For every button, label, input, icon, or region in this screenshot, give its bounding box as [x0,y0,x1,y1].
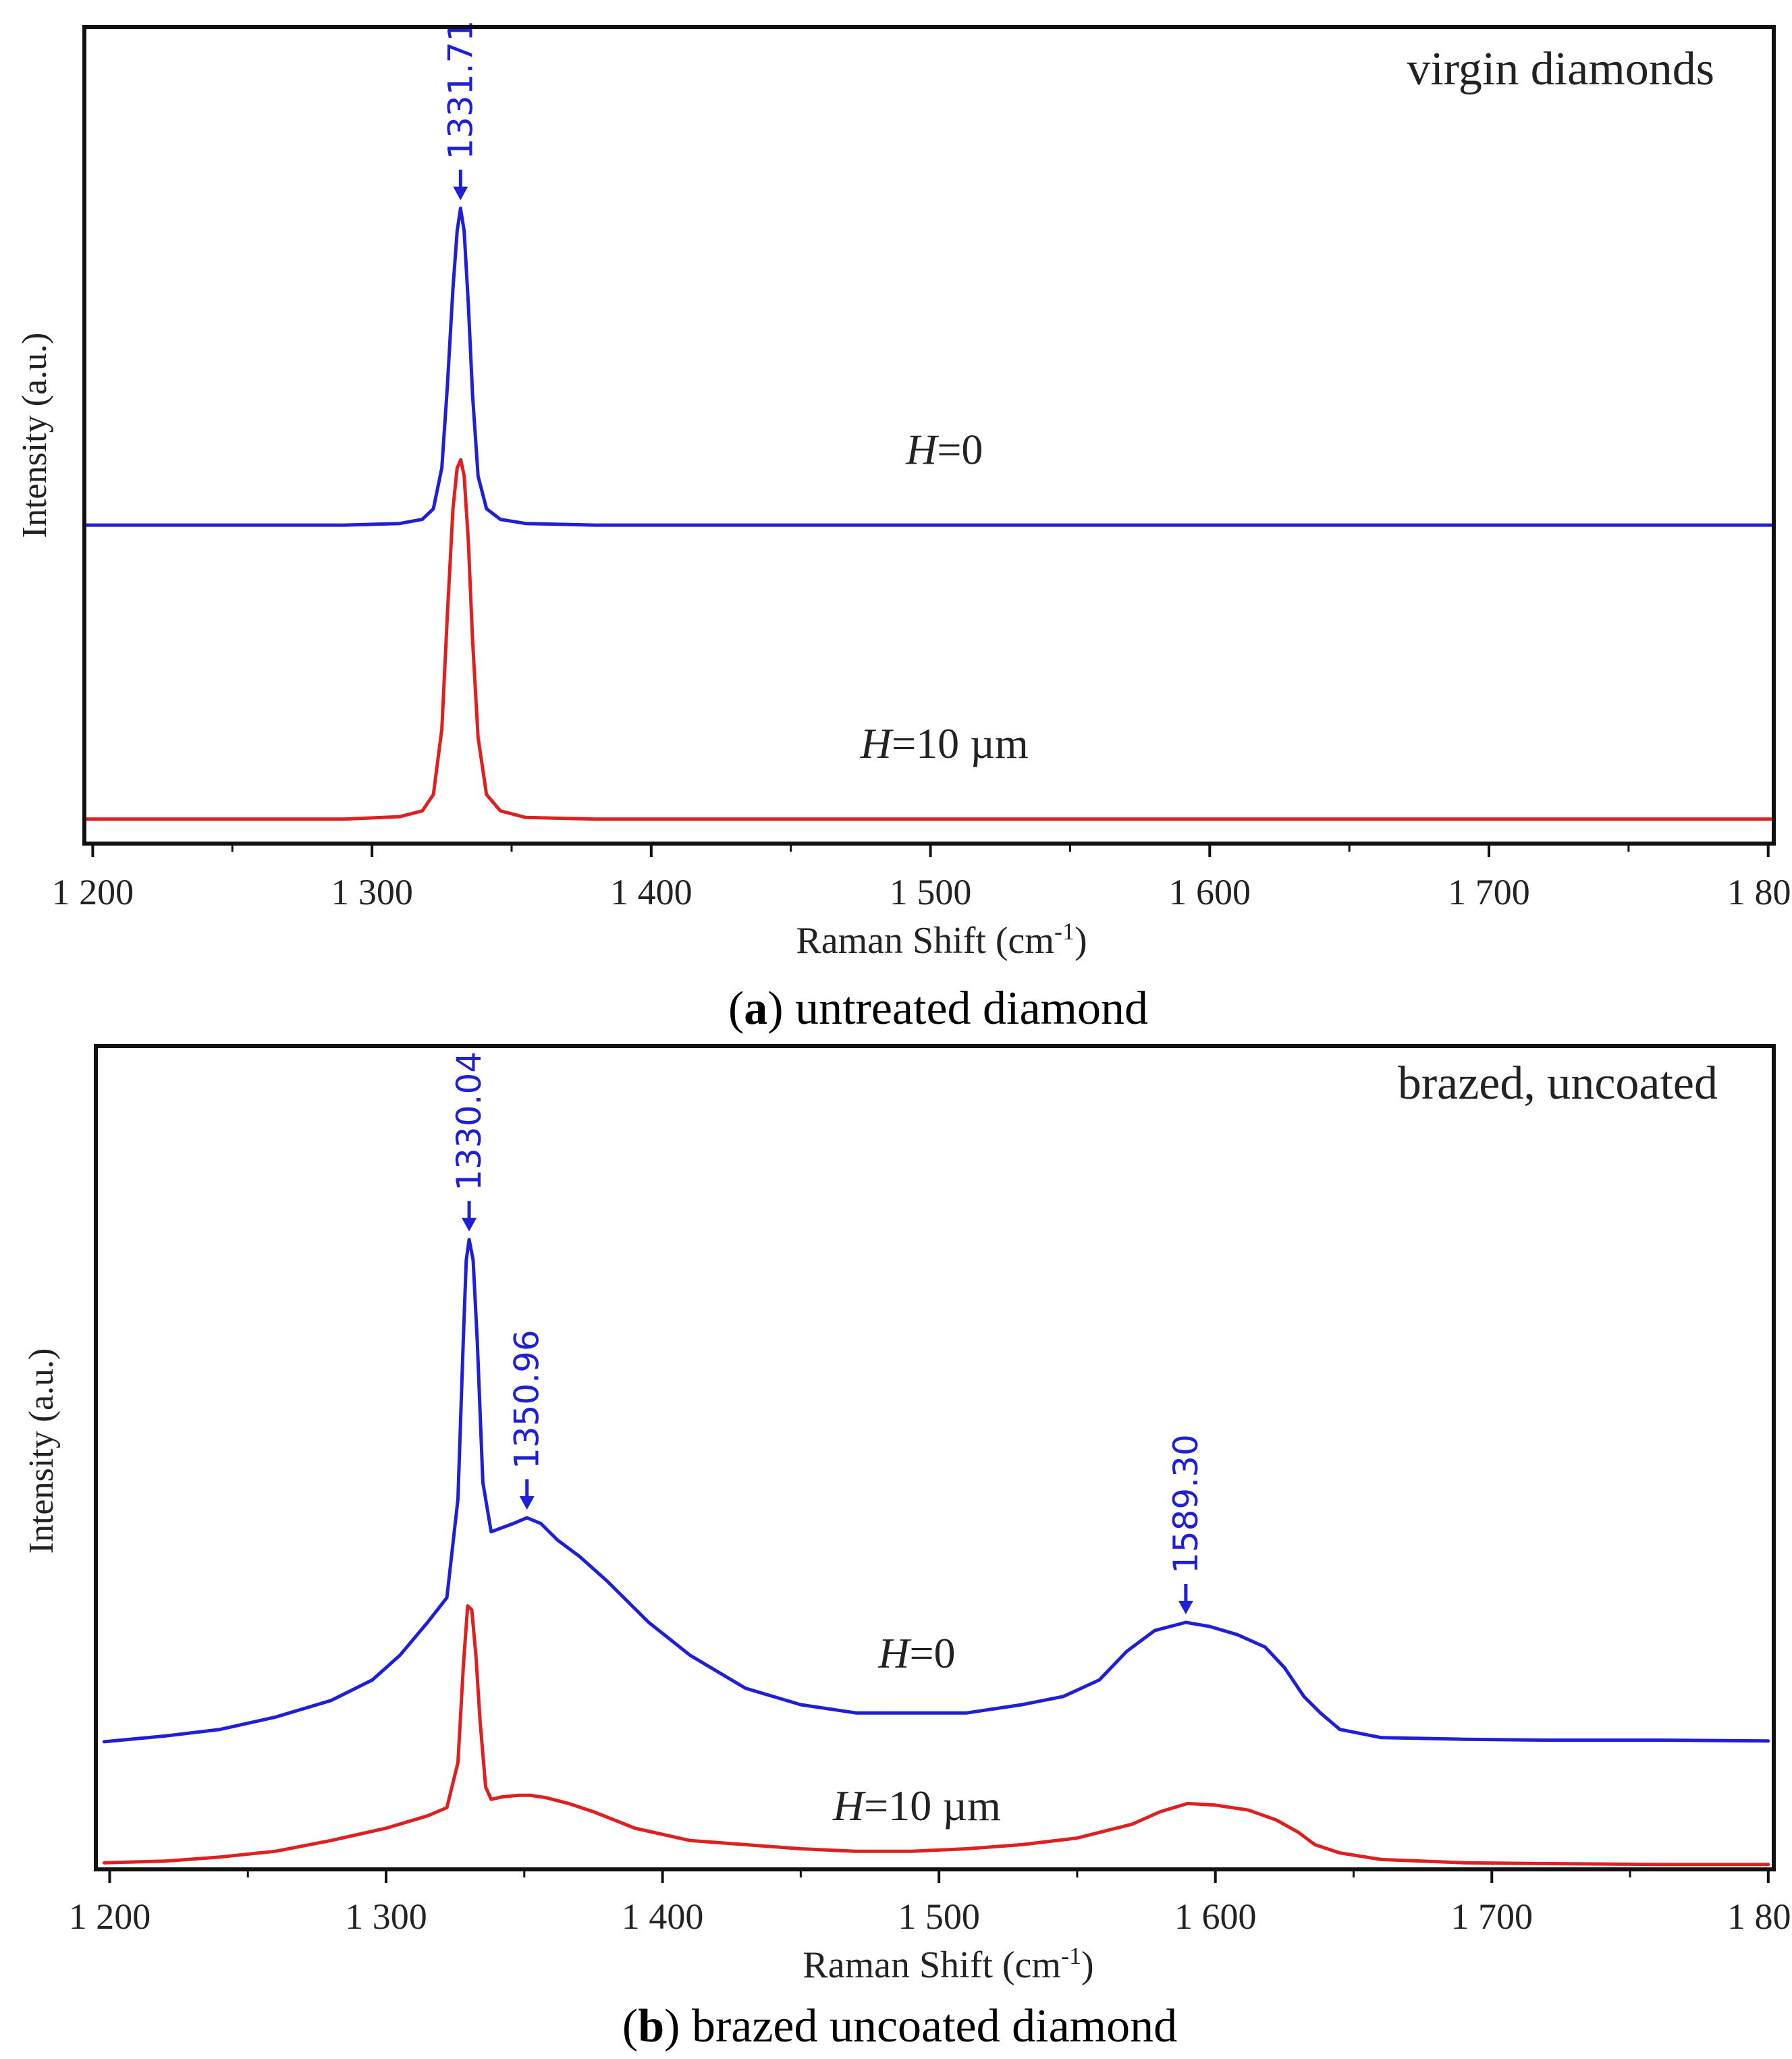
series-label-rest-h0-a: =0 [937,425,983,473]
caption-b: (b) brazed uncoated diamond [622,2000,1177,2052]
series-label-rest-h10-a: =10 µm [892,719,1029,767]
xlabel-a: Raman Shift (cm-1) [796,918,1087,962]
series-label-rest-h0-b: =0 [909,1629,955,1677]
peak-arrow-head-a-0 [453,186,468,200]
x-axis-a: 1 200 1 300 1 400 1 500 1 600 1 700 1 800 [52,844,1792,912]
peak-label-b-1: 1350.96 [508,1329,547,1469]
x-tick-label-a-1: 1 300 [331,872,413,912]
series-label-h0-b: H=0 [877,1629,955,1677]
peak-label-a-0: 1331.71 [441,20,480,160]
series-label-h0-a: H=0 [905,425,983,473]
plot-frame-a [82,25,1776,846]
x-tick-label-b-6: 1 800 [1727,1896,1792,1937]
xlabel-b: Raman Shift (cm-1) [803,1942,1093,1986]
plot-frame-b [94,1044,1776,1871]
x-tick-label-a-5: 1 700 [1448,872,1530,912]
peak-arrow-head-b-1 [519,1496,535,1510]
series-label-italic-h0-b: H [877,1629,912,1677]
x-tick-label-b-1: 1 300 [345,1896,427,1937]
peak-label-b-0: 1330.04 [450,1051,489,1191]
x-axis-b: 1 200 1 300 1 400 1 500 1 600 1 700 1 800 [69,1869,1792,1937]
series-label-h10-a: H=10 µm [860,719,1029,767]
peak-label-b-2: 1589.30 [1166,1434,1205,1574]
series-line-h10-a [82,458,1776,821]
series-label-rest-h10-b: =10 µm [864,1782,1001,1830]
series-line-h0-a [82,207,1776,527]
x-tick-label-a-3: 1 500 [890,872,972,912]
chart-title-a: virgin diamonds [1407,43,1714,95]
panel-b: Intensity (a.u.) H=0H=10 µm1330.041350.9… [22,1044,1792,2052]
peak-arrow-head-b-0 [462,1217,477,1232]
caption-a: (a) untreated diamond [728,983,1148,1035]
ylabel-b: Intensity (a.u.) [22,1348,61,1554]
x-tick-label-a-0: 1 200 [52,872,134,912]
series-label-italic-h10-a: H [860,719,894,767]
series-label-italic-h10-b: H [832,1782,867,1830]
series-label-h10-b: H=10 µm [832,1782,1001,1830]
x-tick-label-b-4: 1 600 [1174,1896,1257,1937]
series-label-italic-h0-a: H [905,425,940,473]
x-tick-label-a-2: 1 400 [610,872,693,912]
series-line-h0-b [102,1238,1770,1744]
peak-arrow-head-b-2 [1178,1601,1193,1614]
series-line-h10-b [102,1604,1770,1867]
x-tick-label-a-4: 1 600 [1169,872,1251,912]
x-tick-label-a-6: 1 800 [1727,872,1792,912]
chart-title-b: brazed, uncoated [1398,1058,1718,1109]
x-tick-label-b-5: 1 700 [1451,1896,1533,1937]
x-tick-label-b-0: 1 200 [69,1896,151,1937]
x-tick-label-b-2: 1 400 [622,1896,704,1937]
ylabel-a: Intensity (a.u.) [16,333,54,539]
x-tick-label-b-3: 1 500 [898,1896,980,1937]
